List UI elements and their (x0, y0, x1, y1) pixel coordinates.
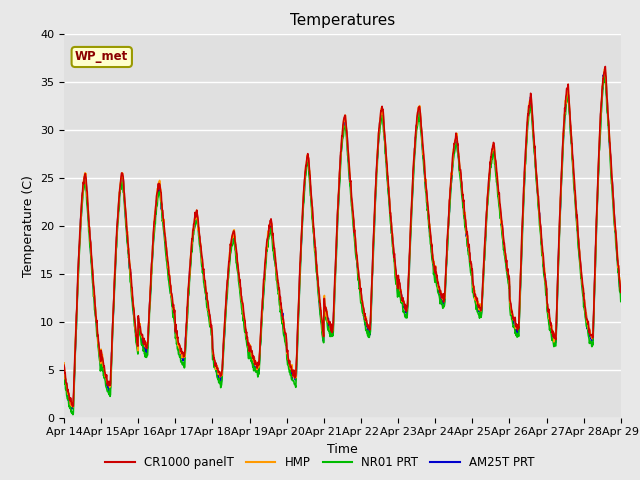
Title: Temperatures: Temperatures (290, 13, 395, 28)
X-axis label: Time: Time (327, 443, 358, 456)
Legend: CR1000 panelT, HMP, NR01 PRT, AM25T PRT: CR1000 panelT, HMP, NR01 PRT, AM25T PRT (100, 452, 540, 474)
Text: WP_met: WP_met (75, 50, 129, 63)
Y-axis label: Temperature (C): Temperature (C) (22, 175, 35, 276)
